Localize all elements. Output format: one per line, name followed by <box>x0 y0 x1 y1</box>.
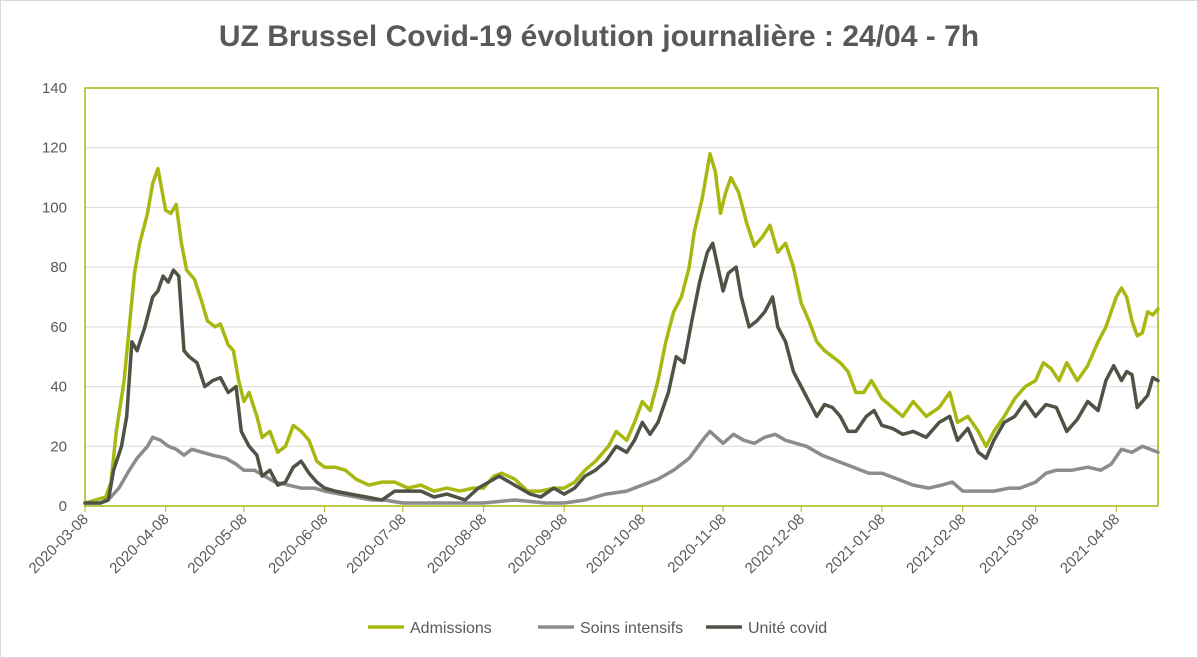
x-tick-label: 2021-03-08 <box>976 511 1042 577</box>
x-tick-label: 2020-06-08 <box>265 511 331 577</box>
chart-title: UZ Brussel Covid-19 évolution journalièr… <box>218 20 980 53</box>
x-tick-label: 2021-02-08 <box>903 511 969 577</box>
legend-label-1: Soins intensifs <box>580 620 683 637</box>
x-axis-ticks: 2020-03-08 2020-04-08 2020-05-08 2020-06-08… <box>26 506 1123 577</box>
x-tick-label: 2020-07-08 <box>343 511 409 577</box>
y-tick-label: 100 <box>42 199 67 216</box>
y-tick-label: 40 <box>50 379 67 396</box>
legend-label-0: Admissions <box>410 620 492 637</box>
x-tick-label: 2020-08-08 <box>424 511 490 577</box>
x-tick-label: 2020-09-08 <box>505 511 571 577</box>
plot-area-border <box>84 87 1159 507</box>
gridlines <box>85 147 1158 447</box>
y-tick-label: 140 <box>42 80 67 97</box>
x-tick-label: 2020-12-08 <box>742 511 808 577</box>
y-tick-label: 20 <box>50 438 67 455</box>
legend: Admissions Soins intensifs Unité covid <box>368 620 827 637</box>
y-tick-label: 60 <box>50 319 67 336</box>
series-line-1 <box>83 429 1160 505</box>
x-tick-label: 2020-04-08 <box>106 511 172 577</box>
series-lines <box>83 151 1160 505</box>
series-line-0 <box>83 151 1160 505</box>
x-tick-label: 2020-11-08 <box>664 511 729 576</box>
x-tick-label: 2021-01-08 <box>822 511 888 577</box>
y-axis-ticks: 0 20 40 60 80 100 120 140 <box>42 80 67 515</box>
x-tick-label: 2020-03-08 <box>26 511 92 577</box>
x-tick-label: 2020-05-08 <box>184 511 250 577</box>
x-tick-label: 2020-10-08 <box>583 511 649 577</box>
legend-label-2: Unité covid <box>748 620 827 637</box>
y-tick-label: 0 <box>59 498 67 515</box>
series-line-2 <box>83 241 1160 505</box>
y-tick-label: 80 <box>50 259 67 276</box>
x-tick-label: 2021-04-08 <box>1057 511 1123 577</box>
y-tick-label: 120 <box>42 140 67 157</box>
